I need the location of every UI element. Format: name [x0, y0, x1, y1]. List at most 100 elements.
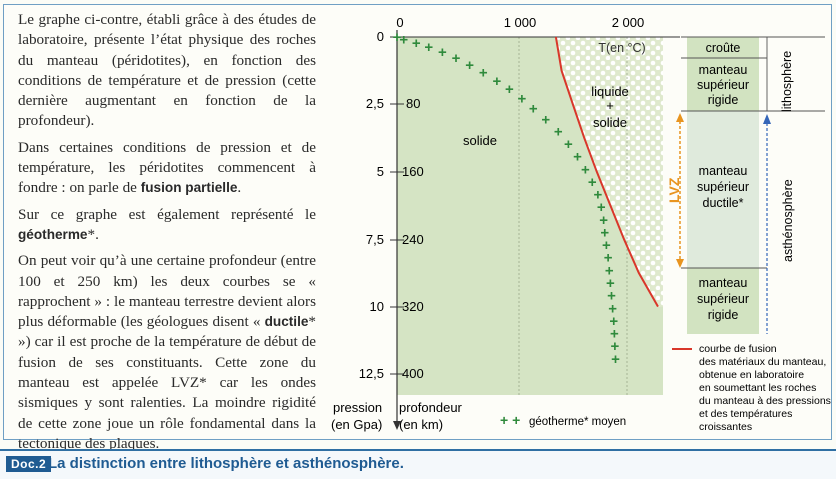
- doc-number-badge: Doc.2: [6, 456, 52, 472]
- fusion-legend-line-5: du manteau à des pressions: [699, 395, 831, 407]
- paragraph-1: Le graphe ci-contre, établi grâce à des …: [18, 11, 316, 130]
- depth-tick-320: 320: [402, 299, 424, 314]
- depth-tick-160: 160: [402, 164, 424, 179]
- geotherm-point: +: [505, 81, 514, 98]
- depth-axis-label: profondeur: [399, 400, 463, 415]
- depth-tick-240: 240: [402, 232, 424, 247]
- term-geotherme: géotherme: [18, 226, 88, 242]
- lvz-arrow-bottom: [676, 259, 684, 268]
- solid-label: solide: [463, 133, 497, 148]
- crust-label: croûte: [706, 41, 741, 55]
- pressure-tick-12-5: 12,5: [359, 366, 384, 381]
- term-fusion-partielle: fusion partielle: [140, 180, 238, 196]
- geotherm-point: +: [529, 101, 538, 118]
- geotherm-legend: + + géotherme* moyen: [500, 412, 626, 428]
- paragraph-2: Dans certaines conditions de pression et…: [18, 138, 316, 197]
- geotherm-point: +: [479, 64, 488, 81]
- geotherm-legend-label: géotherme* moyen: [529, 416, 626, 428]
- lvz-label: LVZ: [666, 177, 682, 203]
- layer-upper-rigid: [687, 58, 759, 111]
- x-tick-0: 0: [396, 15, 403, 30]
- geotherm-point: +: [604, 250, 613, 267]
- fusion-legend-line-6: et des températures: [699, 408, 792, 420]
- liquid-plus-label: +: [606, 98, 614, 113]
- geotherm-point: +: [611, 351, 620, 368]
- geotherm-point: +: [597, 199, 606, 216]
- phase-diagram: 0 1 000 2 000 T(en °C) 0 2,5 80 5 160 7,…: [331, 15, 831, 433]
- layer-crust: [687, 37, 759, 58]
- geotherm-point: +: [412, 35, 421, 52]
- geotherm-point: +: [606, 275, 615, 292]
- document-caption: Doc.2 La distinction entre lithosphère e…: [0, 449, 836, 479]
- y-axis-ticks: 0 2,5 80 5 160 7,5 240 10 320 12,5 400: [359, 29, 424, 381]
- geotherm-point: +: [605, 262, 614, 279]
- lithosphere-label: lithosphère: [780, 51, 794, 112]
- doc-title: La distinction entre lithosphère et asth…: [48, 455, 404, 472]
- x-axis-ticks: 0 1 000 2 000: [396, 15, 644, 30]
- geotherm-point: +: [518, 91, 527, 108]
- geotherm-point: +: [399, 32, 408, 49]
- pressure-axis-unit: (en Gpa): [331, 417, 382, 432]
- term-ductile: ductile: [264, 314, 309, 330]
- geotherm-series: ++ + + + + + + + +++++++++++++++++++++++: [393, 29, 621, 368]
- geotherm-point: +: [438, 44, 447, 61]
- lvz-arrow-top: [676, 113, 684, 122]
- asthenosphere-label: asthénosphère: [781, 179, 795, 262]
- pressure-axis-label: pression: [333, 400, 382, 415]
- layer-lower-rigid: [687, 268, 759, 334]
- lower-rigid-line-3: rigide: [708, 308, 739, 322]
- geotherm-point: +: [588, 174, 597, 191]
- asthenosphere-arrow-head: [763, 114, 771, 124]
- explanatory-text: Le graphe ci-contre, établi grâce à des …: [18, 10, 316, 460]
- geotherm-point: +: [564, 136, 573, 153]
- geotherm-point: +: [493, 73, 502, 90]
- x-axis-label: T(en °C): [598, 41, 645, 55]
- fusion-legend-line-3: obtenue en laboratoire: [699, 369, 804, 381]
- fusion-legend-line-2: des matériaux du manteau,: [699, 356, 826, 368]
- geotherm-point: +: [607, 288, 616, 305]
- liquid-label: liquide: [591, 84, 629, 99]
- fusion-curve: [554, 36, 659, 308]
- upper-rigid-line-2: supérieur: [697, 78, 749, 92]
- depth-axis-unit: (en km): [399, 417, 443, 432]
- geotherm-point: +: [465, 57, 474, 74]
- geotherm-point: +: [600, 225, 609, 242]
- fusion-legend-line-7: croissantes: [699, 421, 752, 433]
- upper-rigid-line-1: manteau: [699, 63, 748, 77]
- geotherm-point: +: [594, 187, 603, 204]
- geotherm-point: +: [599, 212, 608, 229]
- ductile-line-1: manteau: [699, 164, 748, 178]
- geotherm-point: +: [610, 326, 619, 343]
- depth-tick-80: 80: [406, 96, 420, 111]
- depth-tick-400: 400: [402, 366, 424, 381]
- y-axis-arrow: [393, 421, 401, 430]
- lower-rigid-line-1: manteau: [699, 276, 748, 290]
- geotherm-point: +: [393, 29, 402, 46]
- geotherm-point: +: [573, 149, 582, 166]
- ductile-line-2: supérieur: [697, 180, 749, 194]
- fusion-legend-line-4: en soumettant les roches: [699, 382, 816, 394]
- geotherm-point: +: [424, 39, 433, 56]
- upper-rigid-line-3: rigide: [708, 93, 739, 107]
- fusion-legend-line-1: courbe de fusion: [699, 343, 777, 355]
- lower-rigid-line-2: supérieur: [697, 292, 749, 306]
- layer-column: croûte manteau supérieur rigide manteau …: [666, 36, 825, 334]
- ductile-line-3: ductile*: [703, 196, 744, 210]
- geotherm-point: +: [452, 50, 461, 67]
- geotherm-point: +: [581, 161, 590, 178]
- layer-ductile: [687, 111, 759, 268]
- paragraph-4: On peut voir qu’à une certaine profondeu…: [18, 252, 316, 452]
- liquid-solid-label: solide: [593, 115, 627, 130]
- fusion-legend: courbe de fusion des matériaux du mantea…: [672, 343, 831, 433]
- pressure-tick-5: 5: [377, 164, 384, 179]
- geotherm-point: +: [541, 112, 550, 129]
- x-tick-2000: 2 000: [612, 15, 645, 30]
- x-tick-1000: 1 000: [504, 15, 537, 30]
- pressure-tick-0: 0: [377, 29, 384, 44]
- geotherm-point: +: [609, 313, 618, 330]
- paragraph-3: Sur ce graphe est également représenté l…: [18, 205, 316, 243]
- geotherm-point: +: [608, 300, 617, 317]
- geotherm-legend-symbol: + +: [500, 412, 520, 428]
- geotherm-point: +: [554, 123, 563, 140]
